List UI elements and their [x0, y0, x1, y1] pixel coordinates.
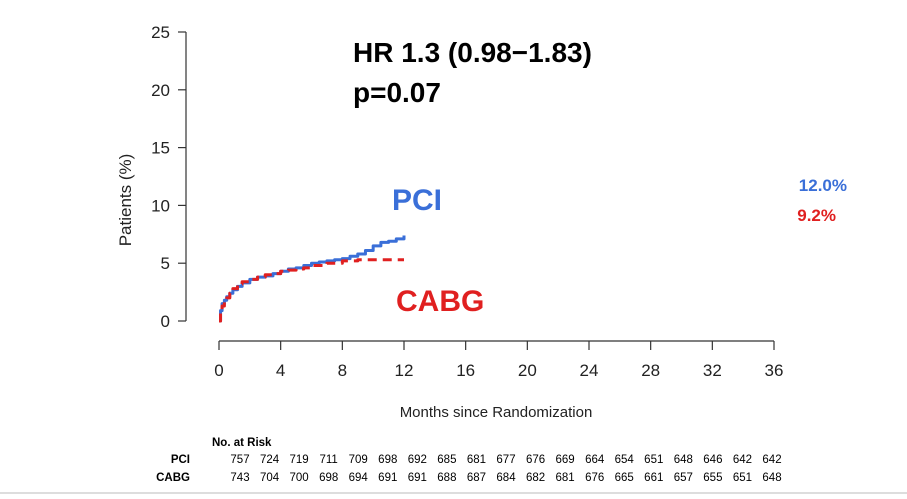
risk-value-cabg: 700	[290, 472, 309, 484]
risk-row-label-pci: PCI	[171, 454, 190, 466]
risk-row-label-cabg: CABG	[156, 472, 190, 484]
series-group	[219, 235, 406, 323]
risk-value-pci: 646	[703, 454, 722, 466]
risk-value-pci: 677	[496, 454, 515, 466]
cabg-series-label: CABG	[396, 285, 484, 318]
risk-value-cabg: 657	[674, 472, 693, 484]
y-tick-label: 15	[151, 139, 170, 158]
risk-value-cabg: 648	[762, 472, 781, 484]
y-tick-label: 10	[151, 196, 170, 215]
x-tick-label: 4	[276, 361, 285, 380]
p-value-annotation: p=0.07	[353, 77, 441, 108]
x-axis: 0 4 8 12 16 20 24 28 32 36	[214, 340, 783, 380]
risk-value-cabg: 684	[496, 472, 516, 484]
risk-value-pci: 711	[319, 454, 337, 466]
risk-value-pci: 648	[674, 454, 693, 466]
risk-value-pci: 724	[260, 454, 280, 466]
risk-value-pci: 669	[556, 454, 575, 466]
risk-value-cabg: 661	[644, 472, 663, 484]
pci-curve	[219, 235, 406, 323]
risk-value-cabg: 655	[703, 472, 722, 484]
y-axis-title: Patients (%)	[116, 154, 135, 247]
risk-values: 757 724 719 711 709 698 692 685 681 677 676 669 664 6…	[230, 454, 781, 484]
risk-value-pci: 719	[290, 454, 309, 466]
risk-value-cabg: 704	[260, 472, 280, 484]
risk-value-cabg: 694	[349, 472, 369, 484]
risk-table: No. at Risk PCI CABG 757 724 719 711 709 698 6…	[156, 437, 781, 484]
risk-value-pci: 651	[644, 454, 663, 466]
risk-table-title: No. at Risk	[212, 437, 272, 449]
x-tick-label: 20	[518, 361, 537, 380]
risk-value-cabg: 691	[408, 472, 427, 484]
x-tick-label: 32	[703, 361, 722, 380]
y-axis: 0 5 10 15 20 25	[151, 23, 187, 331]
risk-value-cabg: 691	[378, 472, 397, 484]
hr-annotation: HR 1.3 (0.98−1.83)	[353, 37, 592, 68]
x-tick-label: 12	[395, 361, 414, 380]
cabg-curve	[219, 258, 404, 323]
risk-value-cabg: 698	[319, 472, 338, 484]
x-tick-label: 24	[580, 361, 599, 380]
cabg-final-value: 9.2%	[797, 206, 836, 225]
x-tick-label: 16	[456, 361, 475, 380]
risk-value-pci: 757	[230, 454, 249, 466]
risk-value-cabg: 688	[437, 472, 456, 484]
risk-value-pci: 685	[437, 454, 456, 466]
pci-final-value: 12.0%	[799, 176, 847, 195]
risk-value-pci: 692	[408, 454, 427, 466]
x-axis-title: Months since Randomization	[400, 404, 593, 421]
risk-value-pci: 664	[585, 454, 605, 466]
risk-value-cabg: 651	[733, 472, 752, 484]
x-ticks: 0 4 8 12 16 20 24 28 32 36	[214, 341, 783, 380]
risk-value-pci: 654	[615, 454, 635, 466]
risk-value-pci: 698	[378, 454, 397, 466]
y-tick-label: 0	[161, 312, 170, 331]
y-tick-label: 25	[151, 23, 170, 42]
pci-series-label: PCI	[392, 184, 442, 217]
x-tick-label: 28	[641, 361, 660, 380]
y-tick-label: 20	[151, 81, 170, 100]
y-ticks: 0 5 10 15 20 25	[151, 23, 186, 331]
risk-value-pci: 681	[467, 454, 486, 466]
x-tick-label: 8	[338, 361, 347, 380]
risk-value-pci: 709	[349, 454, 368, 466]
risk-value-cabg: 743	[230, 472, 249, 484]
risk-value-pci: 676	[526, 454, 545, 466]
risk-value-cabg: 676	[585, 472, 604, 484]
y-tick-label: 5	[161, 254, 170, 273]
risk-value-cabg: 665	[615, 472, 634, 484]
x-tick-label: 0	[214, 361, 223, 380]
x-tick-label: 36	[765, 361, 784, 380]
risk-value-pci: 642	[733, 454, 752, 466]
risk-value-cabg: 682	[526, 472, 545, 484]
risk-value-pci: 642	[762, 454, 781, 466]
risk-value-cabg: 687	[467, 472, 486, 484]
risk-value-cabg: 681	[556, 472, 575, 484]
